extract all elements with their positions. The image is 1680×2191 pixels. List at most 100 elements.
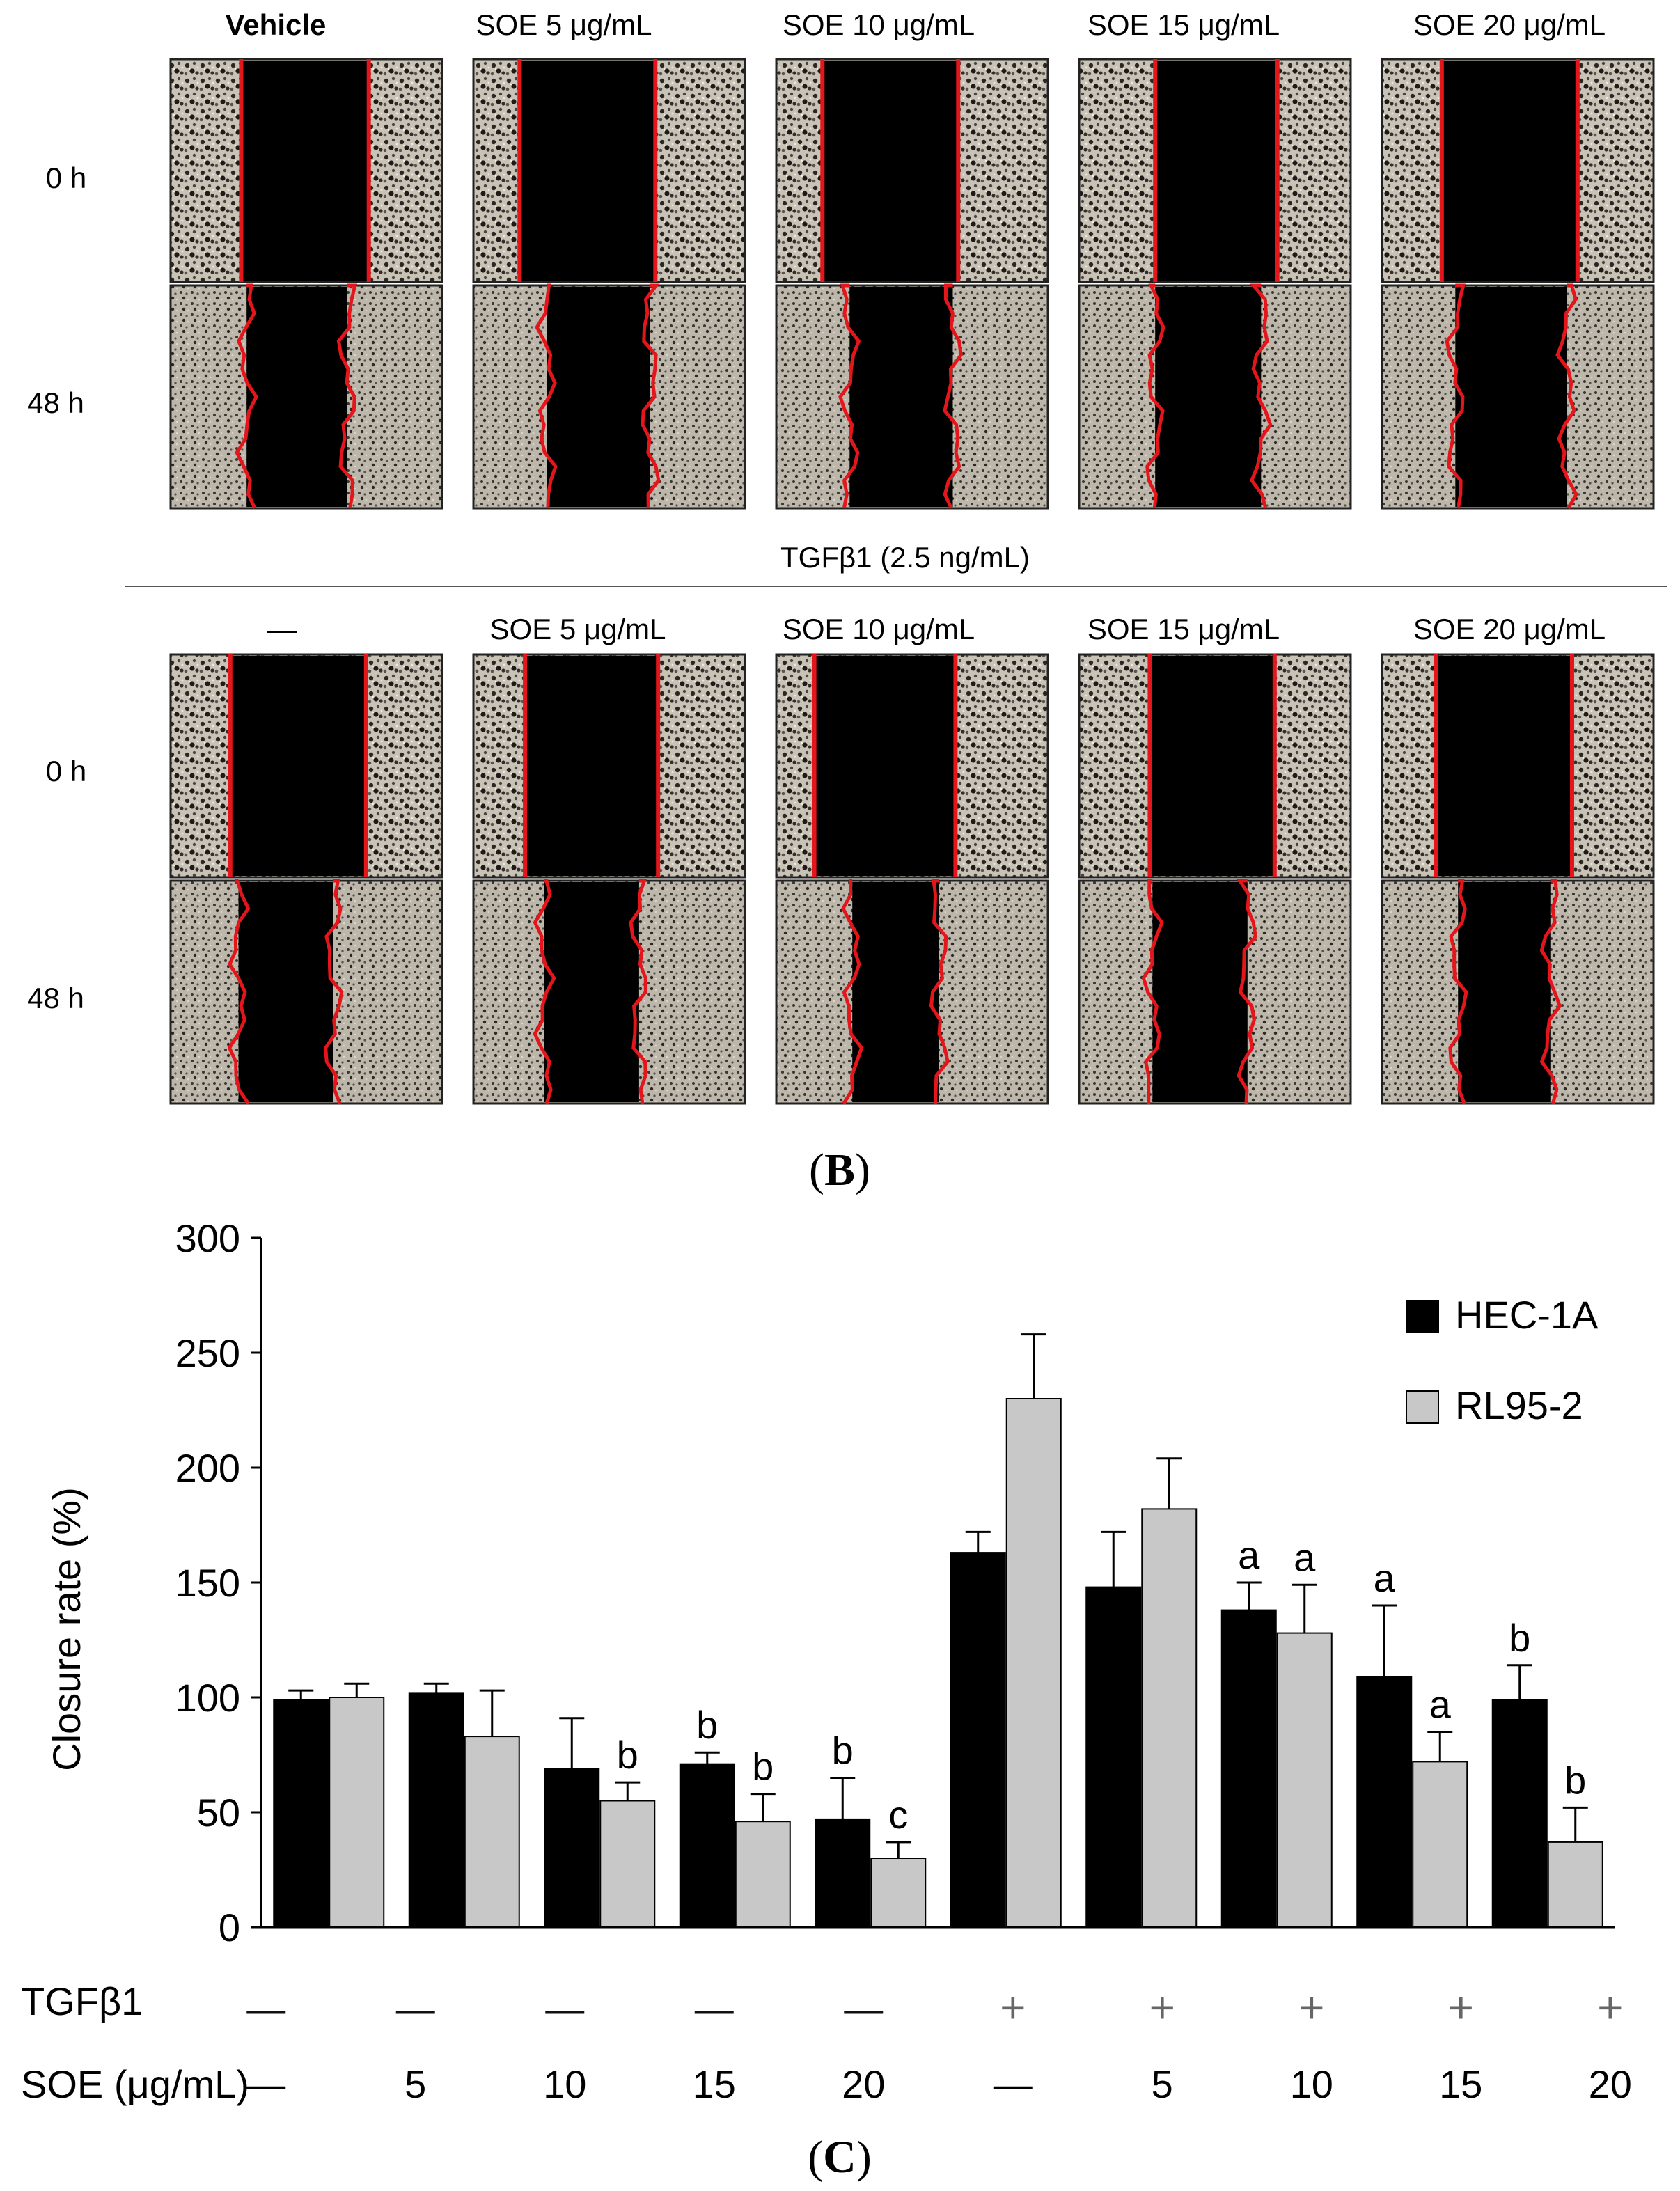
tgfb1-cell-1: — — [246, 1987, 285, 2031]
legend-label-hec-1a: HEC-1A — [1455, 1293, 1599, 1337]
bar-rl95-2-1 — [329, 1697, 385, 1928]
soe-cell-10: 20 — [1589, 2062, 1632, 2106]
tgfb1-cell-5: — — [844, 1987, 883, 2031]
legend-label-rl95-2: RL95-2 — [1455, 1383, 1583, 1427]
tgfb1-cell-6: + — [1000, 1982, 1026, 2032]
tgfb1-cell-7: + — [1149, 1982, 1175, 2032]
wound-edge-left — [235, 283, 258, 510]
significance-hec-1a-8: a — [1238, 1533, 1260, 1577]
tgfb1-condition-row: — — — — — + + + + + — [246, 1982, 1623, 2032]
wound-edge-left — [1145, 283, 1165, 509]
wound-edge-right — [1237, 879, 1258, 1104]
wound-edge-left — [1141, 879, 1164, 1104]
wound-edge-right — [629, 879, 647, 1104]
y-axis-title: Closure rate (%) — [45, 1487, 88, 1771]
treatment-label: TGFβ1 (2.5 ng/mL) — [780, 541, 1030, 574]
y-tick-label: 300 — [175, 1216, 240, 1260]
col-label-soe10-tgf: SOE 10 μg/mL — [783, 613, 975, 645]
row-label-soe: SOE (μg/mL) — [21, 2062, 249, 2106]
top-image-grid — [169, 58, 1655, 510]
soe-cell-7: 5 — [1152, 2062, 1173, 2106]
wound-edge-left — [841, 879, 864, 1105]
vehicle-image-0h-4 — [1078, 58, 1352, 283]
bar-hec-1a-1 — [273, 1699, 329, 1929]
panel-b-caption: (B) — [809, 1145, 870, 1195]
wound-edge-left — [1448, 879, 1468, 1104]
bottom-image-grid — [169, 653, 1655, 1105]
row-label-48h-top: 48 h — [27, 386, 84, 419]
panel-b-wound-healing-images: Vehicle SOE 5 μg/mL SOE 10 μg/mL SOE 15 … — [27, 8, 1667, 1195]
tgfb1-image-48h-1 — [169, 879, 443, 1105]
significance-hec-1a-5: b — [832, 1729, 854, 1773]
col-label-soe5: SOE 5 μg/mL — [476, 8, 652, 41]
legend-swatch-hec-1a — [1406, 1300, 1439, 1333]
wound-edge-right — [641, 283, 661, 509]
error-bar-group — [288, 1333, 1588, 1858]
bar-hec-1a-7 — [1085, 1586, 1142, 1929]
row-label-tgfb1: TGFβ1 — [21, 1979, 143, 2023]
col-label-soe15: SOE 15 μg/mL — [1088, 8, 1280, 41]
wound-edge-left — [838, 283, 861, 509]
bar-rl95-2-5 — [870, 1858, 927, 1928]
bottom-column-labels: — SOE 5 μg/mL SOE 10 μg/mL SOE 15 μg/mL … — [267, 613, 1606, 645]
bar-hec-1a-2 — [408, 1692, 464, 1928]
wound-edge-left — [1445, 283, 1466, 509]
legend-swatch-rl95-2 — [1406, 1390, 1439, 1424]
wound-edge-right — [943, 283, 963, 510]
significance-rl95-2-5: c — [888, 1793, 908, 1837]
tgfb1-cell-9: + — [1448, 1982, 1474, 2032]
significance-rl95-2-9: a — [1429, 1683, 1452, 1727]
bar-hec-1a-3 — [544, 1768, 600, 1929]
y-tick-label: 50 — [197, 1791, 240, 1835]
tgfb1-image-48h-5 — [1381, 879, 1655, 1105]
soe-cell-2: 5 — [405, 2062, 426, 2106]
soe-cell-1: — — [246, 2062, 285, 2106]
tgfb1-image-0h-4 — [1078, 653, 1352, 879]
significance-hec-1a-4: b — [696, 1703, 718, 1747]
bar-hec-1a-10 — [1491, 1699, 1548, 1929]
bar-rl95-2-2 — [464, 1736, 520, 1929]
top-column-labels: Vehicle SOE 5 μg/mL SOE 10 μg/mL SOE 15 … — [226, 8, 1606, 41]
tgfb1-cell-4: — — [695, 1987, 734, 2031]
soe-cell-9: 15 — [1439, 2062, 1482, 2106]
col-label-soe5-tgf: SOE 5 μg/mL — [490, 613, 666, 645]
bar-hec-1a-5 — [815, 1818, 871, 1928]
tgfb1-cell-8: + — [1298, 1982, 1324, 2032]
bar-rl95-2-3 — [599, 1800, 656, 1928]
col-label-no-soe: — — [267, 613, 297, 645]
bar-hec-1a-8 — [1220, 1609, 1277, 1929]
tgfb1-image-48h-2 — [472, 879, 746, 1105]
vehicle-image-48h-4 — [1078, 283, 1352, 510]
wound-edge-left — [535, 283, 558, 509]
vehicle-image-48h-5 — [1381, 283, 1655, 510]
bar-hec-1a-4 — [679, 1763, 735, 1928]
tgfb1-cell-2: — — [396, 1987, 435, 2031]
vehicle-image-0h-1 — [169, 58, 443, 283]
tgfb1-image-0h-2 — [472, 653, 746, 879]
wound-edge-left — [227, 879, 251, 1105]
bar-rl95-2-6 — [1005, 1398, 1062, 1928]
wound-edge-right — [929, 879, 950, 1104]
bar-hec-1a-6 — [950, 1552, 1006, 1929]
bar-rl95-2-9 — [1412, 1761, 1468, 1928]
vehicle-image-0h-5 — [1381, 58, 1655, 283]
wound-edge-right — [336, 283, 358, 509]
vehicle-image-48h-3 — [775, 283, 1049, 510]
vehicle-image-0h-2 — [472, 58, 746, 283]
tgfb1-image-48h-4 — [1078, 879, 1352, 1105]
tgfb1-cell-3: — — [545, 1987, 584, 2031]
significance-rl95-2-10: b — [1564, 1758, 1586, 1802]
wound-edge-right — [1249, 283, 1273, 509]
tgfb1-image-0h-3 — [775, 653, 1049, 879]
chart-legend: HEC-1A RL95-2 — [1406, 1293, 1599, 1427]
vehicle-image-0h-3 — [775, 58, 1049, 283]
vehicle-image-48h-2 — [472, 283, 746, 510]
col-label-soe15-tgf: SOE 15 μg/mL — [1088, 613, 1280, 645]
col-label-soe20-tgf: SOE 20 μg/mL — [1413, 613, 1606, 645]
soe-cell-3: 10 — [543, 2062, 586, 2106]
wound-edge-right — [1555, 283, 1578, 510]
significance-hec-1a-9: a — [1374, 1556, 1396, 1600]
row-label-48h-bottom: 48 h — [27, 982, 84, 1014]
